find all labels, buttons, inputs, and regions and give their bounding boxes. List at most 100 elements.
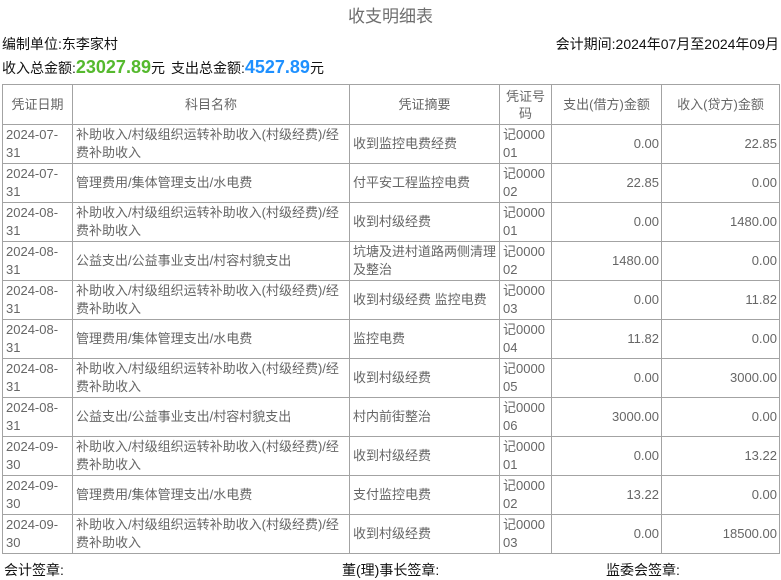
expense-amount-cell: 0.00: [551, 436, 662, 476]
voucher-date-cell: 2024-08-31: [2, 358, 73, 398]
table-row: 2024-09-30 管理费用/集体管理支出/水电费 支付监控电费 记00000…: [2, 475, 780, 515]
totals-row: 收入总金额:23027.89元 支出总金额:4527.89元: [2, 56, 779, 79]
income-amount-cell: 13.22: [661, 436, 780, 476]
income-total-label: 收入总金额:: [2, 60, 76, 76]
voucher-summary-cell: 收到村级经费: [349, 358, 500, 398]
voucher-summary-cell: 收到监控电费经费: [349, 124, 500, 164]
voucher-number-cell: 记000005: [499, 358, 552, 398]
expense-amount-cell: 3000.00: [551, 397, 662, 437]
voucher-date-cell: 2024-08-31: [2, 397, 73, 437]
income-amount-cell: 0.00: [661, 397, 780, 437]
voucher-summary-cell: 坑塘及进村道路两侧清理及整治: [349, 241, 500, 281]
subject-name-cell: 公益支出/公益事业支出/村容村貌支出: [72, 397, 350, 437]
voucher-number-cell: 记000004: [499, 319, 552, 359]
income-amount-cell: 1480.00: [661, 202, 780, 242]
expense-total-value: 4527.89: [244, 57, 310, 77]
expense-amount-cell: 22.85: [551, 163, 662, 203]
voucher-number-cell: 记000002: [499, 163, 552, 203]
expense-amount-cell: 0.00: [551, 514, 662, 554]
voucher-number-cell: 记000003: [499, 514, 552, 554]
subject-name-cell: 补助收入/村级组织运转补助收入(村级经费)/经费补助收入: [72, 514, 350, 554]
voucher-date-cell: 2024-09-30: [2, 475, 73, 515]
info-row: 编制单位:东李家村 会计期间:2024年07月至2024年09月: [2, 35, 779, 53]
compiling-unit-label: 编制单位:东李家村: [2, 36, 118, 52]
header-subject-name: 科目名称: [72, 84, 350, 125]
signature-row: 会计签章: 董(理)事长签章: 监委会签章:: [2, 560, 779, 580]
income-amount-cell: 22.85: [661, 124, 780, 164]
table-row: 2024-08-31 公益支出/公益事业支出/村容村貌支出 村内前街整治 记00…: [2, 397, 780, 437]
income-amount-cell: 11.82: [661, 280, 780, 320]
voucher-number-cell: 记000003: [499, 280, 552, 320]
accountant-signature-label: 会计签章:: [4, 562, 64, 578]
table-row: 2024-08-31 补助收入/村级组织运转补助收入(村级经费)/经费补助收入 …: [2, 358, 780, 398]
voucher-date-cell: 2024-09-30: [2, 514, 73, 554]
income-amount-cell: 0.00: [661, 319, 780, 359]
voucher-summary-cell: 收到村级经费: [349, 436, 500, 476]
table-row: 2024-08-31 管理费用/集体管理支出/水电费 监控电费 记000004 …: [2, 319, 780, 359]
voucher-summary-cell: 收到村级经费: [349, 514, 500, 554]
voucher-number-cell: 记000001: [499, 124, 552, 164]
subject-name-cell: 管理费用/集体管理支出/水电费: [72, 163, 350, 203]
voucher-summary-cell: 收到村级经费: [349, 202, 500, 242]
income-total-value: 23027.89: [75, 57, 151, 77]
voucher-number-cell: 记000002: [499, 475, 552, 515]
income-amount-cell: 0.00: [661, 241, 780, 281]
header-voucher-number: 凭证号码: [499, 84, 552, 125]
subject-name-cell: 公益支出/公益事业支出/村容村貌支出: [72, 241, 350, 281]
income-expense-table: 凭证日期 科目名称 凭证摘要 凭证号码 支出(借方)金额 收入(贷方)金额 20…: [2, 84, 780, 554]
subject-name-cell: 补助收入/村级组织运转补助收入(村级经费)/经费补助收入: [72, 436, 350, 476]
header-voucher-summary: 凭证摘要: [349, 84, 500, 125]
income-amount-cell: 3000.00: [661, 358, 780, 398]
expense-amount-cell: 0.00: [551, 358, 662, 398]
subject-name-cell: 补助收入/村级组织运转补助收入(村级经费)/经费补助收入: [72, 358, 350, 398]
income-amount-cell: 0.00: [661, 475, 780, 515]
subject-name-cell: 管理费用/集体管理支出/水电费: [72, 319, 350, 359]
table-row: 2024-08-31 补助收入/村级组织运转补助收入(村级经费)/经费补助收入 …: [2, 202, 780, 242]
income-total-unit: 元: [150, 60, 165, 76]
voucher-summary-cell: 付平安工程监控电费: [349, 163, 500, 203]
header-expense-amount: 支出(借方)金额: [551, 84, 662, 125]
subject-name-cell: 补助收入/村级组织运转补助收入(村级经费)/经费补助收入: [72, 202, 350, 242]
voucher-date-cell: 2024-07-31: [2, 163, 73, 203]
voucher-date-cell: 2024-09-30: [2, 436, 73, 476]
voucher-number-cell: 记000002: [499, 241, 552, 281]
chairman-signature-label: 董(理)事长签章:: [342, 562, 440, 578]
table-body: 2024-07-31 补助收入/村级组织运转补助收入(村级经费)/经费补助收入 …: [2, 124, 780, 554]
income-amount-cell: 0.00: [661, 163, 780, 203]
voucher-date-cell: 2024-08-31: [2, 280, 73, 320]
voucher-summary-cell: 收到村级经费 监控电费: [349, 280, 500, 320]
income-amount-cell: 18500.00: [661, 514, 780, 554]
header-voucher-date: 凭证日期: [2, 84, 73, 125]
voucher-summary-cell: 村内前街整治: [349, 397, 500, 437]
expense-amount-cell: 0.00: [551, 202, 662, 242]
voucher-summary-cell: 监控电费: [349, 319, 500, 359]
expense-amount-cell: 0.00: [551, 280, 662, 320]
expense-total-unit: 元: [309, 60, 324, 76]
expense-amount-cell: 0.00: [551, 124, 662, 164]
subject-name-cell: 管理费用/集体管理支出/水电费: [72, 475, 350, 515]
table-row: 2024-07-31 管理费用/集体管理支出/水电费 付平安工程监控电费 记00…: [2, 163, 780, 203]
subject-name-cell: 补助收入/村级组织运转补助收入(村级经费)/经费补助收入: [72, 280, 350, 320]
header-income-amount: 收入(贷方)金额: [661, 84, 780, 125]
voucher-date-cell: 2024-08-31: [2, 202, 73, 242]
accounting-period-label: 会计期间:2024年07月至2024年09月: [555, 36, 779, 52]
table-row: 2024-07-31 补助收入/村级组织运转补助收入(村级经费)/经费补助收入 …: [2, 124, 780, 164]
expense-amount-cell: 11.82: [551, 319, 662, 359]
table-row: 2024-08-31 公益支出/公益事业支出/村容村貌支出 坑塘及进村道路两侧清…: [2, 241, 780, 281]
voucher-date-cell: 2024-08-31: [2, 319, 73, 359]
subject-name-cell: 补助收入/村级组织运转补助收入(村级经费)/经费补助收入: [72, 124, 350, 164]
voucher-number-cell: 记000006: [499, 397, 552, 437]
table-header-row: 凭证日期 科目名称 凭证摘要 凭证号码 支出(借方)金额 收入(贷方)金额: [2, 84, 780, 125]
voucher-number-cell: 记000001: [499, 202, 552, 242]
voucher-date-cell: 2024-07-31: [2, 124, 73, 164]
expense-amount-cell: 1480.00: [551, 241, 662, 281]
expense-total-label: 支出总金额:: [170, 60, 245, 76]
voucher-summary-cell: 支付监控电费: [349, 475, 500, 515]
page-title: 收支明细表: [348, 7, 433, 26]
voucher-date-cell: 2024-08-31: [2, 241, 73, 281]
table-header: 凭证日期 科目名称 凭证摘要 凭证号码 支出(借方)金额 收入(贷方)金额: [2, 84, 780, 125]
supervisory-committee-signature-label: 监委会签章:: [606, 562, 680, 578]
table-row: 2024-09-30 补助收入/村级组织运转补助收入(村级经费)/经费补助收入 …: [2, 514, 780, 554]
table-row: 2024-08-31 补助收入/村级组织运转补助收入(村级经费)/经费补助收入 …: [2, 280, 780, 320]
